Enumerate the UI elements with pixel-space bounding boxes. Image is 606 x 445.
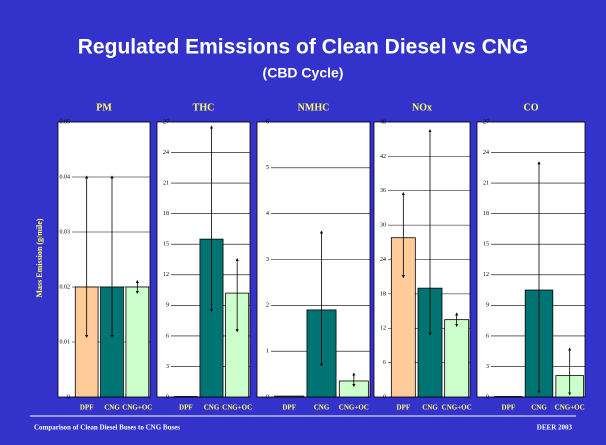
x-tick-label: DPF [502, 404, 516, 412]
x-tick-label: CNG [314, 404, 330, 412]
y-tick-label: 3 [486, 364, 489, 370]
bar [274, 395, 305, 398]
bar [173, 396, 198, 398]
y-tick-label: 15 [483, 242, 489, 248]
y-tick-label: 27 [163, 119, 169, 125]
bar [125, 286, 150, 398]
x-tick-label: DPF [282, 404, 296, 412]
y-tick-label: 21 [483, 180, 489, 186]
y-tick-label: 0.01 [60, 339, 71, 345]
x-tick-label: CNG [204, 404, 220, 412]
y-axis-label: Mass Emission (g/mile) [35, 218, 44, 297]
y-tick-label: 48 [380, 119, 386, 125]
y-tick-label: 3 [166, 364, 169, 370]
y-tick-label: 6 [486, 333, 489, 339]
y-tick-label: 5 [266, 165, 269, 171]
y-tick-label: 21 [163, 180, 169, 186]
y-tick-label: 0.02 [60, 284, 71, 290]
bar [444, 319, 470, 398]
bar [494, 396, 523, 398]
y-tick-label: 27 [483, 119, 489, 125]
y-tick-label: 24 [483, 150, 489, 156]
y-tick-label: 0.03 [60, 229, 71, 235]
y-tick-label: 18 [483, 211, 489, 217]
footer-right: DEER 2003 [537, 424, 573, 432]
y-tick-label: 4 [266, 211, 269, 217]
y-tick-label: 36 [380, 188, 386, 194]
x-tick-label: CNG [422, 404, 438, 412]
x-tick-label: CNG [531, 404, 547, 412]
footer-left: Comparison of Clean Diesel Buses to CNG … [34, 424, 180, 432]
y-tick-label: 9 [486, 303, 489, 309]
chart-title: PM [96, 102, 112, 113]
y-tick-label: 0.04 [60, 174, 71, 180]
slide-subtitle: (CBD Cycle) [263, 65, 344, 81]
x-tick-label: CNG [104, 404, 120, 412]
chart-title: THC [193, 102, 215, 113]
y-tick-label: 1 [266, 349, 269, 355]
y-tick-label: 0 [486, 394, 489, 400]
y-tick-label: 0 [266, 394, 269, 400]
y-tick-label: 2 [266, 303, 269, 309]
y-tick-label: 12 [380, 326, 386, 332]
x-tick-label: DPF [397, 404, 411, 412]
x-tick-label: CNG+OC [339, 404, 369, 412]
x-tick-label: DPF [179, 404, 193, 412]
y-tick-label: 6 [383, 360, 386, 366]
chart-title: NOx [412, 102, 432, 113]
y-tick-label: 18 [163, 211, 169, 217]
x-tick-label: CNG+OC [555, 404, 585, 412]
slide-title: Regulated Emissions of Clean Diesel vs C… [78, 36, 528, 59]
chart-title: NMHC [298, 102, 330, 113]
y-tick-label: 12 [483, 272, 489, 278]
y-tick-label: 24 [163, 150, 169, 156]
y-tick-label: 0 [383, 394, 386, 400]
y-tick-label: 15 [163, 242, 169, 248]
chart-title: CO [524, 102, 539, 113]
y-tick-label: 6 [166, 333, 169, 339]
y-tick-label: 12 [163, 272, 169, 278]
x-tick-label: DPF [80, 404, 94, 412]
y-tick-label: 24 [380, 257, 386, 263]
x-tick-label: CNG+OC [442, 404, 472, 412]
y-tick-label: 0 [166, 394, 169, 400]
y-tick-label: 0.05 [60, 119, 71, 125]
y-tick-label: 42 [380, 154, 386, 160]
y-tick-label: 30 [380, 223, 386, 229]
y-tick-label: 0 [67, 394, 70, 400]
y-tick-label: 18 [380, 291, 386, 297]
x-tick-label: CNG+OC [222, 404, 252, 412]
y-tick-label: 3 [266, 257, 269, 263]
y-tick-label: 9 [166, 303, 169, 309]
y-tick-label: 6 [266, 119, 269, 125]
x-tick-label: CNG+OC [122, 404, 152, 412]
